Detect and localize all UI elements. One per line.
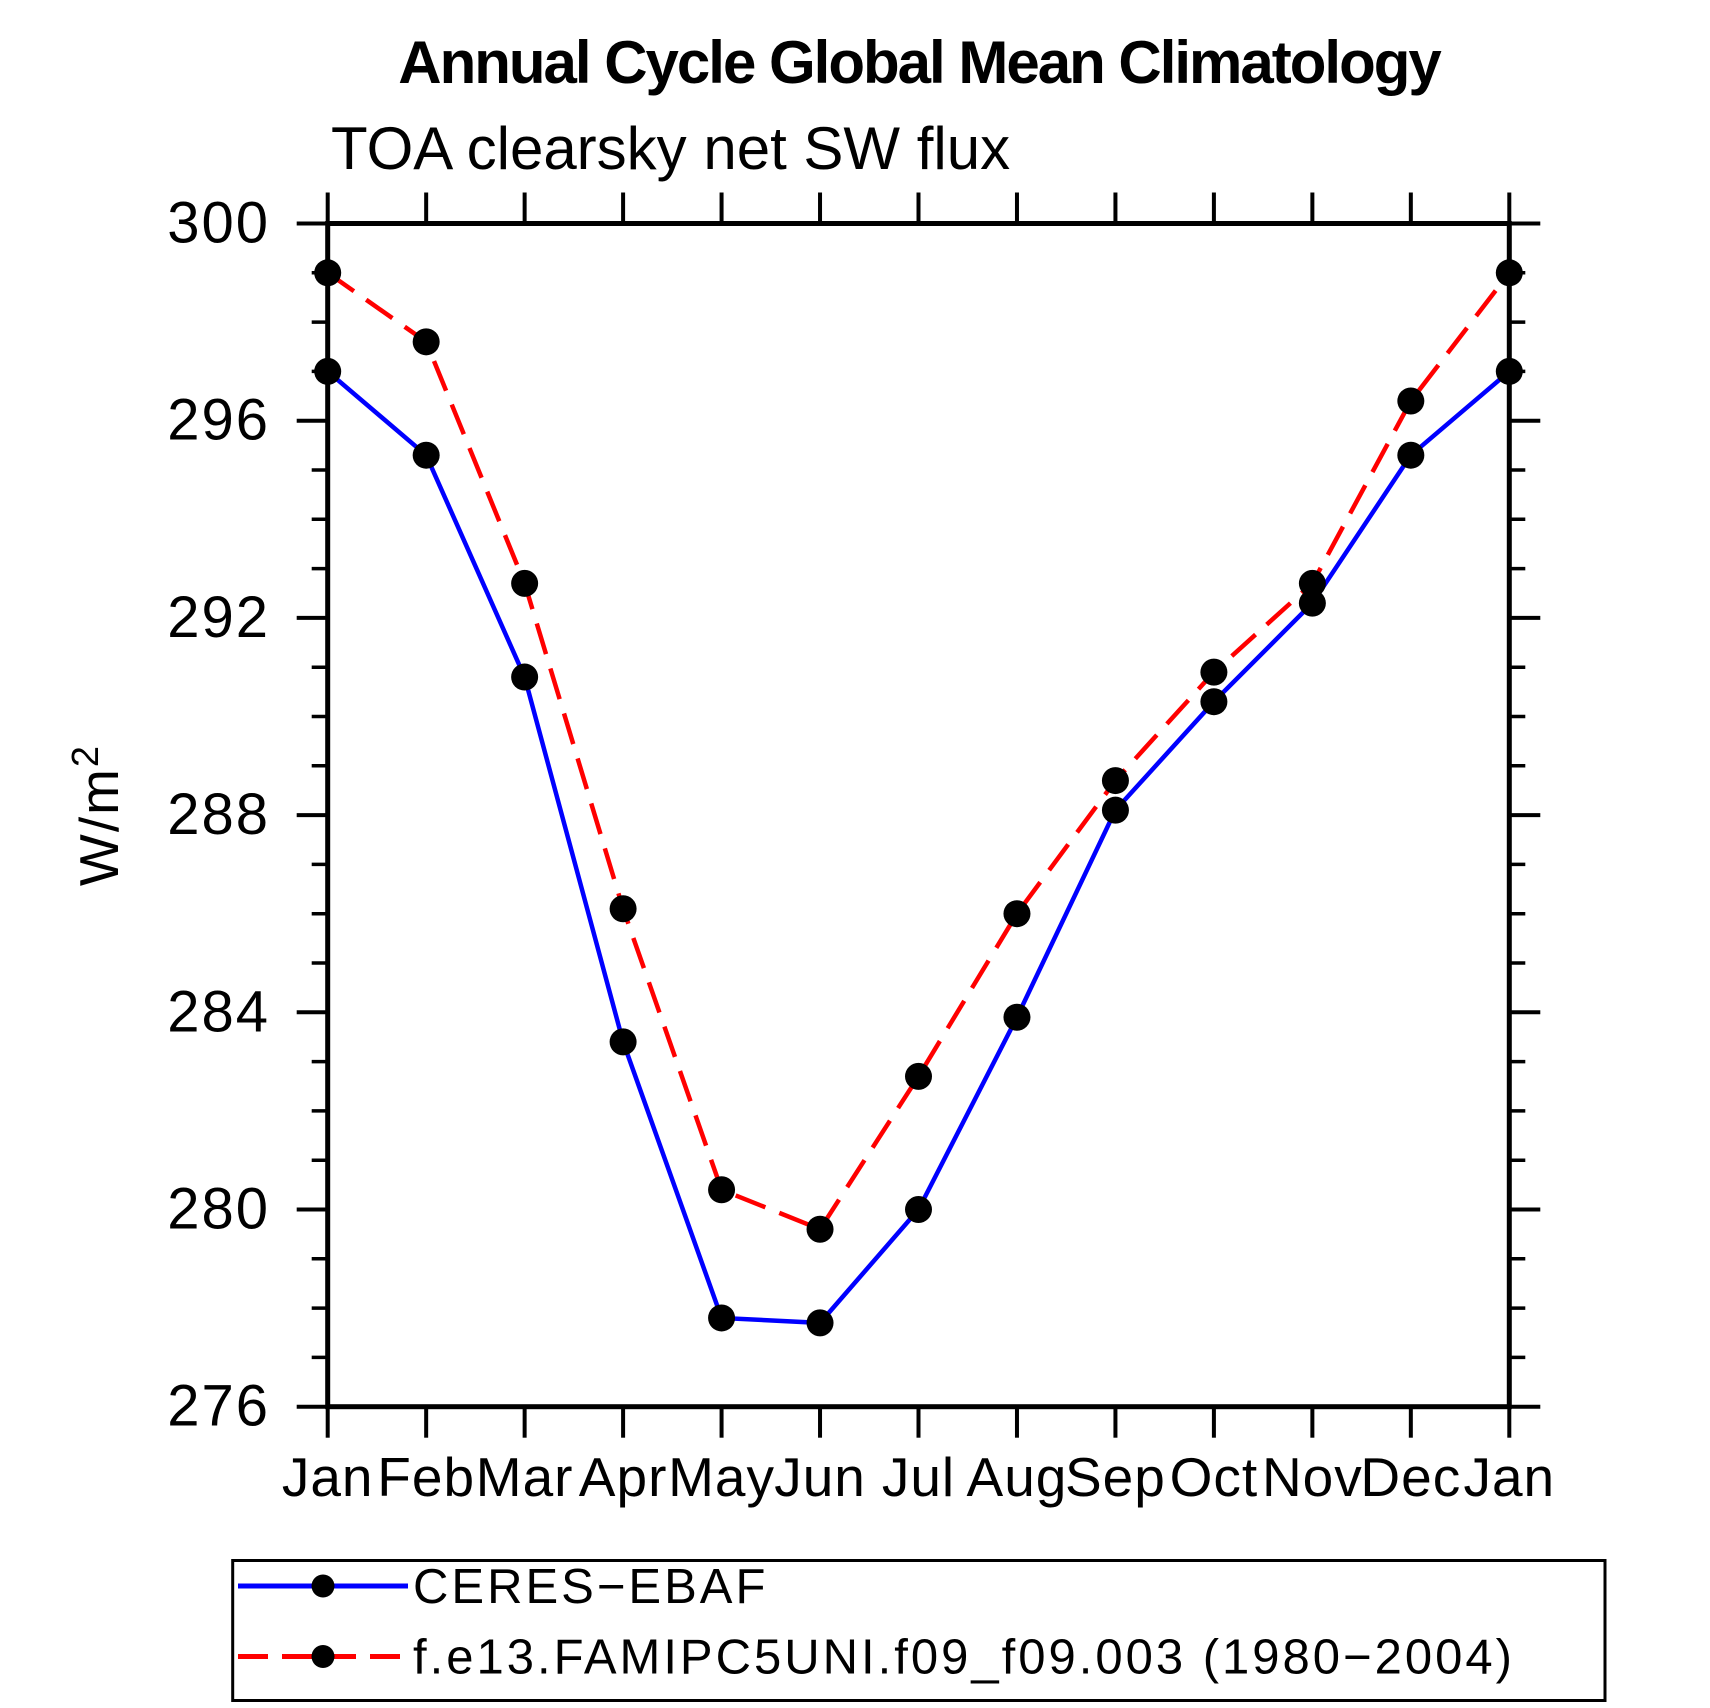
- x-tick-label: Jul: [882, 1446, 955, 1508]
- data-point-marker: [314, 259, 342, 287]
- x-tick-label: Jan: [1463, 1446, 1555, 1508]
- x-tick-label: Mar: [476, 1446, 574, 1508]
- y-tick-label: 300: [167, 191, 270, 256]
- y-tick-label: 296: [167, 388, 270, 453]
- data-point-marker: [1298, 569, 1326, 597]
- y-axis-title: W/m2: [65, 744, 130, 886]
- data-point-marker: [1397, 441, 1425, 469]
- y-tick-label: 284: [167, 979, 270, 1044]
- data-point-marker: [609, 1028, 637, 1056]
- data-point-marker: [609, 895, 637, 923]
- legend-marker: [311, 1574, 335, 1598]
- data-point-marker: [708, 1176, 736, 1204]
- data-point-marker: [708, 1304, 736, 1332]
- data-point-marker: [412, 328, 440, 356]
- x-tick-label: Dec: [1360, 1446, 1461, 1508]
- data-point-marker: [1200, 688, 1228, 716]
- data-point-marker: [905, 1062, 932, 1090]
- legend-box: [231, 1559, 1607, 1702]
- data-point-marker: [1101, 767, 1129, 795]
- y-tick-label: 276: [167, 1374, 270, 1439]
- x-tick-label: Feb: [377, 1446, 475, 1508]
- legend-marker: [311, 1645, 335, 1668]
- chart-subtitle: TOA clearsky net SW flux: [331, 115, 1011, 182]
- data-point-marker: [511, 569, 539, 597]
- data-point-marker: [806, 1215, 834, 1243]
- x-tick-label: May: [668, 1446, 775, 1508]
- legend-label: f.e13.FAMIPC5UNI.f09_f09.003 (1980−2004): [413, 1631, 1515, 1685]
- y-tick-label: 280: [167, 1177, 270, 1242]
- chart-title: Annual Cycle Global Mean Climatology: [398, 29, 1442, 96]
- plot-frame: [325, 221, 1512, 1410]
- data-point-marker: [1003, 900, 1031, 928]
- x-tick-label: Apr: [579, 1446, 668, 1508]
- series-line-0: [326, 369, 1511, 1326]
- data-point-marker: [1298, 589, 1326, 617]
- data-point-marker: [1101, 796, 1129, 824]
- data-point-marker: [1495, 259, 1523, 287]
- data-point-marker: [1003, 1003, 1031, 1031]
- x-tick-label: Nov: [1262, 1446, 1363, 1508]
- x-tick-label: Sep: [1065, 1446, 1166, 1508]
- data-point-marker: [806, 1309, 834, 1337]
- x-tick-label: Jun: [774, 1446, 866, 1508]
- data-point-marker: [1397, 387, 1425, 415]
- legend-label: CERES−EBAF: [413, 1560, 768, 1614]
- data-point-marker: [1495, 357, 1523, 385]
- x-tick-label: Oct: [1170, 1446, 1259, 1508]
- x-tick-label: Jan: [282, 1446, 374, 1508]
- y-tick-label: 292: [167, 585, 270, 650]
- data-point-marker: [511, 663, 539, 691]
- data-point-marker: [1200, 658, 1228, 686]
- data-point-marker: [314, 357, 342, 385]
- x-tick-label: Aug: [967, 1446, 1068, 1508]
- data-point-marker: [905, 1196, 932, 1223]
- y-tick-label: 288: [167, 782, 270, 847]
- data-point-marker: [412, 441, 440, 469]
